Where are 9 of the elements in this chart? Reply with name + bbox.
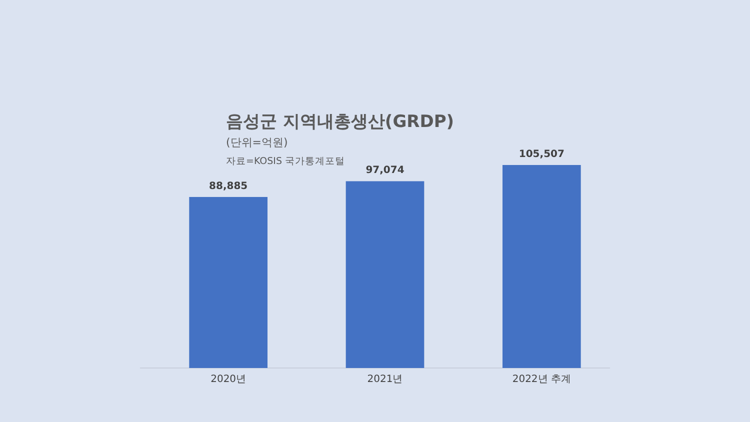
- chart-subtitle: (단위=억원): [226, 136, 288, 149]
- annotation: 자료=KOSIS 국가통계포털: [226, 156, 346, 167]
- x-tick-label: 2022년 추계: [512, 374, 571, 385]
- chart-title: 음성군 지역내총생산(GRDP): [226, 112, 454, 132]
- x-tick-label: 2020년: [210, 374, 246, 385]
- data-label: 97,074: [366, 165, 404, 176]
- data-label: 105,507: [518, 149, 564, 160]
- data-label: 88,885: [209, 180, 248, 192]
- x-tick-label: 2021년: [367, 374, 403, 385]
